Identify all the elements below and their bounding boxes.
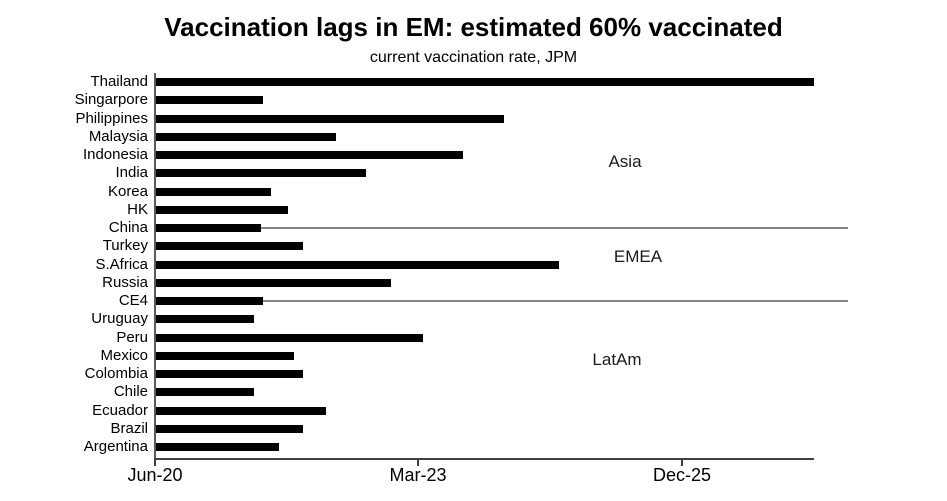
bar-korea bbox=[156, 187, 271, 196]
region-label-latam: LatAm bbox=[592, 350, 642, 369]
category-label-russia: Russia bbox=[102, 273, 148, 291]
category-label-malaysia: Malaysia bbox=[88, 127, 148, 145]
x-axis-tick-label: Dec-25 bbox=[652, 465, 712, 485]
category-label-korea: Korea bbox=[107, 182, 148, 200]
bar-turkey bbox=[156, 242, 303, 251]
category-label-argentina: Argentina bbox=[83, 438, 148, 456]
x-axis-line bbox=[154, 458, 814, 460]
bar-ecuador bbox=[156, 406, 326, 415]
x-axis-tick bbox=[417, 460, 419, 466]
bar-indonesia bbox=[156, 151, 463, 160]
y-axis-line bbox=[154, 73, 156, 458]
category-label-turkey: Turkey bbox=[102, 237, 148, 255]
region-label-emea: EMEA bbox=[613, 247, 663, 266]
bar-thailand bbox=[156, 78, 814, 87]
bar-china bbox=[156, 224, 261, 233]
group-divider-line bbox=[155, 227, 848, 230]
x-axis-tick-label: Jun-20 bbox=[127, 465, 183, 485]
bar-brazil bbox=[156, 424, 303, 433]
x-axis-tick bbox=[154, 460, 156, 466]
bar-ce4 bbox=[156, 297, 263, 306]
category-label-colombia: Colombia bbox=[84, 365, 148, 383]
region-label-asia: Asia bbox=[608, 152, 642, 171]
bar-malaysia bbox=[156, 132, 336, 141]
bar-s-africa bbox=[156, 260, 559, 269]
category-label-ce4: CE4 bbox=[118, 292, 148, 310]
bar-argentina bbox=[156, 443, 279, 452]
category-label-brazil: Brazil bbox=[110, 419, 148, 437]
category-label-s-africa: S.Africa bbox=[95, 255, 148, 273]
bar-singarpore bbox=[156, 96, 263, 105]
bar-russia bbox=[156, 278, 391, 287]
category-label-singarpore: Singarpore bbox=[74, 91, 148, 109]
x-axis-tick-label: Mar-23 bbox=[389, 465, 447, 485]
category-label-chile: Chile bbox=[113, 383, 148, 401]
category-label-thailand: Thailand bbox=[90, 73, 148, 91]
category-label-mexico: Mexico bbox=[100, 346, 148, 364]
category-label-uruguay: Uruguay bbox=[91, 310, 148, 328]
category-label-peru: Peru bbox=[116, 328, 148, 346]
bar-mexico bbox=[156, 351, 294, 360]
category-label-ecuador: Ecuador bbox=[92, 401, 148, 419]
category-label-hk: HK bbox=[127, 200, 148, 218]
bar-philippines bbox=[156, 114, 504, 123]
group-divider-line bbox=[155, 300, 848, 303]
bar-india bbox=[156, 169, 366, 178]
bar-chile bbox=[156, 388, 254, 397]
chart-subtitle: current vaccination rate, JPM bbox=[369, 49, 578, 66]
x-axis-tick bbox=[681, 460, 683, 466]
bar-peru bbox=[156, 333, 423, 342]
category-label-china: China bbox=[108, 219, 148, 237]
category-label-indonesia: Indonesia bbox=[82, 146, 148, 164]
bar-uruguay bbox=[156, 315, 254, 324]
category-label-india: India bbox=[115, 164, 148, 182]
chart-title: Vaccination lags in EM: estimated 60% va… bbox=[164, 12, 783, 42]
bar-colombia bbox=[156, 370, 303, 379]
bar-hk bbox=[156, 205, 288, 214]
category-label-philippines: Philippines bbox=[75, 109, 148, 127]
